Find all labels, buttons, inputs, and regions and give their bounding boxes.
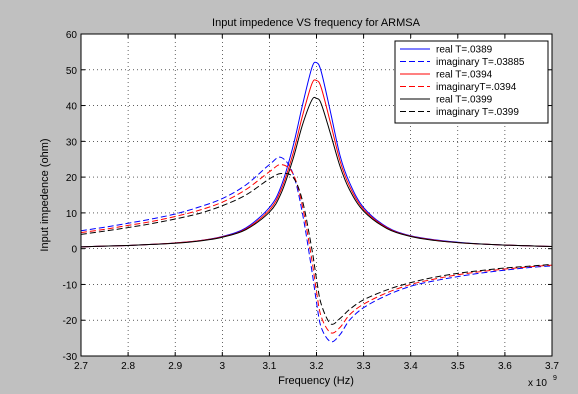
series-layer	[80, 61, 553, 343]
legend-label-4: imaginaryT=.0394	[436, 82, 517, 93]
y-axis-label: Input impedence (ohm)	[39, 138, 51, 251]
x-multiplier-label: x 10	[528, 378, 547, 389]
series-line-2	[80, 156, 553, 343]
x-tick-label: 2.9	[168, 361, 182, 372]
x-tick-label: 2.7	[74, 361, 88, 372]
legend-label-2: imaginary T=.03885	[436, 57, 525, 68]
x-tick-label: 3.7	[545, 361, 559, 372]
chart-title: Input impedence VS frequency for ARMSA	[212, 17, 421, 29]
y-tick-label: 0	[71, 245, 77, 256]
legend-label-6: imaginary T=.0399	[436, 107, 519, 118]
legend-label-3: real T=.0394	[436, 70, 493, 81]
x-tick-label: 3.2	[310, 361, 324, 372]
y-tick-label: 10	[66, 209, 78, 220]
x-tick-label: 3.3	[357, 361, 371, 372]
x-axis-ticks: 2.7 2.8 2.9 3 3.1 3.2 3.3 3.4 3.5 3.6 3.7	[74, 34, 559, 372]
x-tick-label: 2.8	[121, 361, 135, 372]
legend-box	[394, 40, 549, 124]
legend-label-1: real T=.0389	[436, 45, 493, 56]
y-tick-label: 60	[66, 30, 78, 41]
series-line-6	[80, 172, 553, 325]
legend-label-5: real T=.0399	[436, 95, 493, 106]
series-line-5	[80, 96, 553, 248]
x-tick-label: 3.5	[451, 361, 465, 372]
x-axis-label: Frequency (Hz)	[278, 375, 354, 387]
x-tick-label: 3.4	[404, 361, 418, 372]
x-multiplier-exponent: 9	[553, 375, 557, 382]
y-tick-label: -10	[63, 280, 78, 291]
x-tick-label: 3.6	[498, 361, 512, 372]
y-axis-ticks: 60 50 40 30 20 10 0 -10 -20 -30	[63, 30, 552, 363]
y-tick-label: -20	[63, 316, 78, 327]
y-tick-label: -30	[63, 352, 78, 363]
y-tick-label: 30	[66, 137, 78, 148]
y-tick-label: 20	[66, 173, 78, 184]
x-tick-label: 3.1	[262, 361, 276, 372]
y-tick-label: 50	[66, 66, 78, 77]
y-tick-label: 40	[66, 102, 78, 113]
x-tick-label: 3	[220, 361, 226, 372]
series-line-4	[80, 164, 553, 334]
